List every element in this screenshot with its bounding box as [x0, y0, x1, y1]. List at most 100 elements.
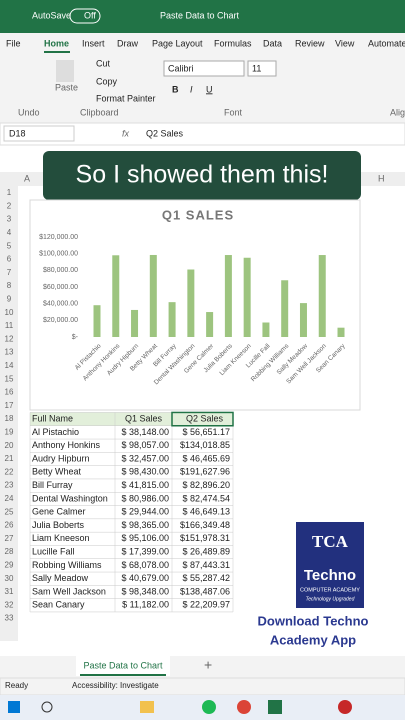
font-size: 11	[252, 63, 261, 73]
font-box[interactable]	[163, 60, 245, 77]
y-tick-label: $100,000.00	[39, 251, 78, 258]
cta-1: Download Techno	[258, 613, 369, 628]
ribbon-tab[interactable]: Data	[263, 38, 282, 48]
status-bar	[0, 677, 405, 696]
row-number: 28	[5, 547, 14, 556]
cut[interactable]: Cut	[96, 58, 111, 68]
row-number: 22	[5, 467, 14, 476]
row-number: 10	[5, 308, 14, 317]
autosave-toggle[interactable]	[69, 8, 101, 24]
sheet-tab[interactable]	[76, 656, 170, 676]
row-number: 14	[5, 361, 14, 370]
copy[interactable]: Copy	[96, 76, 118, 86]
ribbon-tab[interactable]: File	[6, 38, 21, 48]
cell: $ 38,148.00	[121, 427, 169, 437]
y-tick-label: $80,000.00	[43, 267, 78, 274]
italic-btn[interactable]: I	[190, 84, 193, 94]
bar	[337, 327, 345, 337]
bar	[318, 255, 326, 337]
cell: $166,349.48	[180, 520, 230, 530]
chart-area	[29, 199, 361, 411]
row-number: 24	[5, 494, 14, 503]
formula-bar	[0, 122, 405, 146]
bar	[131, 309, 139, 337]
col-a: A	[24, 173, 30, 183]
header-cell: Full Name	[32, 413, 73, 423]
toggle-state: Off	[84, 10, 96, 20]
size-box[interactable]	[247, 60, 277, 77]
chart-title: Q1 SALES	[162, 207, 234, 222]
name-box-value: D18	[9, 128, 26, 138]
row-number: 29	[5, 561, 14, 570]
name-box[interactable]	[3, 125, 75, 142]
row-number: 21	[5, 454, 14, 463]
ribbon-tab[interactable]: Automate	[368, 38, 405, 48]
row-number: 33	[5, 614, 14, 623]
bar	[224, 255, 232, 337]
cell: Sean Canary	[32, 600, 85, 610]
cell: $ 29,944.00	[121, 507, 169, 517]
formula-content: Q2 Sales	[146, 128, 184, 138]
row-number: 11	[5, 321, 14, 330]
bar	[243, 257, 251, 337]
cell: Betty Wheat	[32, 467, 82, 477]
cell: $ 40,679.00	[121, 573, 169, 583]
row-number: 19	[5, 428, 14, 437]
cell: $ 87,443.31	[182, 560, 230, 570]
tab-row: File Home Insert Draw Page Layout Formulas Dat…	[6, 38, 405, 53]
ribbon-tab[interactable]: Home	[44, 38, 69, 48]
group-undo: Undo	[18, 107, 40, 117]
cell: Dental Washington	[32, 493, 108, 503]
row-number: 3	[7, 215, 12, 224]
row-number: 20	[5, 441, 14, 450]
cell: Sally Meadow	[32, 573, 89, 583]
ribbon-tab[interactable]: Draw	[117, 38, 139, 48]
row-number: 2	[7, 201, 12, 210]
ribbon-tab[interactable]: View	[335, 38, 355, 48]
file-name: Paste Data to Chart	[160, 10, 240, 20]
ribbon-tab[interactable]: Insert	[82, 38, 105, 48]
cell: Lucille Fall	[32, 546, 75, 556]
col-h: H	[378, 173, 385, 183]
add-sheet[interactable]: +	[204, 657, 212, 673]
cell: Liam Kneeson	[32, 533, 90, 543]
cell: $ 98,365.00	[121, 520, 169, 530]
cell: $ 98,057.00	[121, 440, 169, 450]
fx: fx	[122, 128, 130, 138]
cell: Anthony Honkins	[32, 440, 101, 450]
bar	[112, 255, 120, 337]
ribbon-tab[interactable]: Page Layout	[152, 38, 203, 48]
format-painter[interactable]: Format Painter	[96, 93, 156, 103]
status-ready: Ready	[5, 681, 28, 690]
logo	[296, 522, 364, 608]
cell: Gene Calmer	[32, 507, 86, 517]
cell: Sam Well Jackson	[32, 586, 106, 596]
cell: $191,627.96	[180, 467, 230, 477]
row-number: 5	[7, 241, 12, 250]
cell: $ 82,896.20	[182, 480, 230, 490]
row-number: 12	[5, 334, 14, 343]
ribbon-tab[interactable]: Formulas	[214, 38, 252, 48]
table: Full Name Q1 Sales Q2 Sales Al Pistachio $ 3…	[29, 411, 234, 613]
underline-btn[interactable]: U	[206, 84, 213, 94]
cta-2: Academy App	[270, 632, 356, 647]
y-tick-label: $60,000.00	[43, 284, 78, 291]
cell: Robbing Williams	[32, 560, 102, 570]
cell: Bill Furray	[32, 480, 73, 490]
row-number: 16	[5, 388, 14, 397]
cell: $ 32,457.00	[121, 453, 169, 463]
cell: $ 46,465.69	[182, 453, 230, 463]
row-number: 13	[5, 348, 14, 357]
logo-name: Techno	[304, 567, 356, 584]
row-number: 32	[5, 600, 14, 609]
bold-btn[interactable]: B	[172, 84, 179, 94]
font-name: Calibri	[168, 63, 194, 73]
group-align: Alig	[390, 107, 405, 117]
ribbon-tab[interactable]: Review	[295, 38, 325, 48]
paste-icon[interactable]	[56, 60, 74, 82]
cell: $ 98,348.00	[121, 586, 169, 596]
cell: $151,978.31	[180, 533, 230, 543]
bar	[149, 254, 157, 337]
taskbar-icons	[8, 700, 352, 714]
